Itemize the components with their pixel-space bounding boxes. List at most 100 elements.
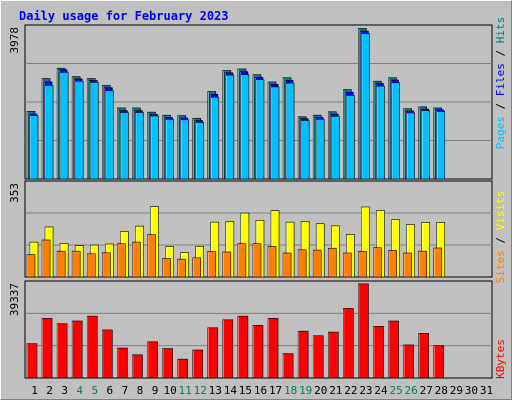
legend-hits: Hits bbox=[494, 17, 507, 44]
sites-bar-body bbox=[433, 247, 443, 278]
pages-bar-body bbox=[376, 85, 385, 180]
sites-bar bbox=[192, 257, 202, 278]
kbytes-bar bbox=[403, 344, 414, 379]
pages-bar-body bbox=[285, 82, 295, 180]
sites-bar-body bbox=[207, 251, 217, 278]
kbytes-bar bbox=[373, 326, 384, 379]
sites-bar bbox=[86, 253, 96, 278]
pages-bar-body bbox=[225, 74, 235, 180]
sites-bar bbox=[26, 254, 36, 278]
kbytes-bar-body bbox=[117, 347, 128, 379]
sites-bar-body bbox=[117, 243, 126, 278]
x-tick-label: 15 bbox=[239, 384, 252, 397]
pages-bar-body bbox=[150, 115, 159, 180]
pages-bar-body bbox=[59, 72, 69, 180]
pages-bar-body bbox=[120, 112, 129, 180]
pages-bar-body bbox=[74, 80, 84, 180]
legend-separator: / bbox=[494, 230, 507, 250]
kbytes-bar bbox=[327, 331, 339, 379]
sites-bar bbox=[358, 251, 367, 278]
pages-bar bbox=[376, 85, 385, 180]
kbytes-bar bbox=[132, 354, 143, 379]
sites-bar bbox=[388, 250, 397, 278]
x-tick-label: 27 bbox=[420, 384, 433, 397]
pages-bar bbox=[315, 119, 325, 180]
sites-bar-body bbox=[132, 241, 141, 278]
sites-bar-body bbox=[102, 252, 111, 278]
kbytes-bar bbox=[71, 320, 83, 379]
pages-bar bbox=[270, 86, 280, 180]
sites-bar bbox=[222, 251, 232, 278]
kbytes-bar-body bbox=[207, 327, 219, 379]
pages-bar bbox=[285, 82, 295, 180]
y-max-label-kbytes: 39337 bbox=[8, 283, 21, 316]
pages-bar bbox=[120, 112, 129, 180]
pages-bar-body bbox=[270, 86, 280, 180]
x-tick-label: 19 bbox=[299, 384, 312, 397]
kbytes-bar-body bbox=[267, 318, 279, 379]
x-tick-label: 26 bbox=[405, 384, 418, 397]
pages-bar bbox=[89, 82, 99, 180]
sites-bar-body bbox=[297, 249, 307, 278]
kbytes-bar bbox=[267, 318, 279, 379]
sites-bar-body bbox=[282, 252, 292, 278]
sites-bar bbox=[162, 258, 171, 278]
x-tick-label: 6 bbox=[107, 384, 114, 397]
x-tick-label: 29 bbox=[450, 384, 463, 397]
pages-bar-body bbox=[105, 90, 114, 180]
kbytes-bar bbox=[418, 333, 429, 379]
kbytes-bar bbox=[102, 329, 113, 379]
legend-files: Files bbox=[494, 63, 507, 96]
pages-bar-body bbox=[255, 79, 265, 180]
x-tick-label: 16 bbox=[254, 384, 267, 397]
kbytes-bar-body bbox=[177, 358, 188, 379]
legend-kbytes: KBytes bbox=[494, 339, 507, 379]
pages-bar bbox=[436, 111, 446, 180]
kbytes-bar-body bbox=[132, 354, 143, 379]
y-max-label-visits-sites: 353 bbox=[8, 183, 21, 203]
kbytes-bar-body bbox=[26, 343, 38, 379]
pages-bar bbox=[391, 82, 400, 180]
sites-bar-body bbox=[312, 249, 322, 278]
sites-bar-body bbox=[358, 251, 367, 278]
sites-bar-body bbox=[86, 253, 96, 278]
sites-bar bbox=[403, 252, 412, 278]
sites-bar bbox=[237, 243, 247, 278]
pages-bar-body bbox=[195, 122, 205, 180]
kbytes-bar bbox=[41, 318, 53, 379]
pages-bar bbox=[135, 112, 144, 180]
sites-bar bbox=[418, 250, 427, 278]
kbytes-bar bbox=[207, 327, 219, 379]
sites-bar-body bbox=[343, 252, 352, 278]
pages-bar bbox=[74, 80, 84, 180]
sites-bar bbox=[71, 250, 81, 278]
sites-bar-body bbox=[373, 247, 382, 278]
kbytes-bar bbox=[358, 283, 369, 379]
sites-bar-body bbox=[252, 243, 262, 278]
sites-bar bbox=[147, 234, 156, 278]
kbytes-bar bbox=[162, 348, 173, 379]
sites-bar bbox=[373, 247, 382, 278]
sites-bar-body bbox=[237, 243, 247, 278]
pages-bar-body bbox=[135, 112, 144, 180]
kbytes-bar-body bbox=[388, 320, 399, 379]
kbytes-bar-body bbox=[192, 349, 204, 379]
kbytes-bar-body bbox=[252, 325, 264, 379]
sites-bar-body bbox=[41, 239, 51, 278]
kbytes-bar-body bbox=[86, 315, 98, 379]
kbytes-bar bbox=[297, 330, 309, 379]
sites-bar-body bbox=[56, 250, 66, 278]
pages-bar bbox=[165, 119, 174, 180]
sites-bar bbox=[312, 249, 322, 278]
kbytes-bar-body bbox=[327, 331, 339, 379]
kbytes-bar bbox=[192, 349, 204, 379]
sites-bar-body bbox=[267, 246, 277, 278]
sites-bar bbox=[102, 252, 111, 278]
kbytes-bar bbox=[282, 353, 294, 379]
sites-bar-body bbox=[71, 250, 81, 278]
pages-bar-body bbox=[346, 95, 355, 180]
kbytes-bar-body bbox=[403, 344, 414, 379]
kbytes-bar-body bbox=[237, 315, 249, 379]
kbytes-bar-body bbox=[433, 345, 445, 379]
x-tick-label: 31 bbox=[480, 384, 493, 397]
